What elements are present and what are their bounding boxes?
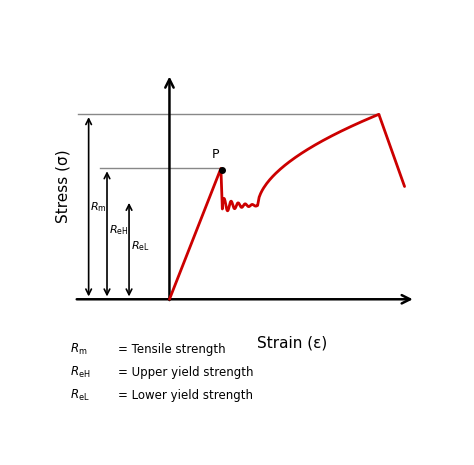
Text: = Upper yield strength: = Upper yield strength — [118, 366, 254, 379]
Text: $R_\mathrm{eL}$: $R_\mathrm{eL}$ — [131, 239, 150, 253]
Text: $R_\mathrm{m}$: $R_\mathrm{m}$ — [91, 200, 107, 214]
Text: $R_\mathrm{eL}$: $R_\mathrm{eL}$ — [70, 388, 90, 404]
Text: $R_\mathrm{eH}$: $R_\mathrm{eH}$ — [70, 365, 91, 380]
Text: P: P — [211, 147, 219, 160]
Text: Strain (ε): Strain (ε) — [257, 335, 328, 350]
Text: $R_\mathrm{eH}$: $R_\mathrm{eH}$ — [109, 223, 128, 237]
Text: = Tensile strength: = Tensile strength — [118, 343, 226, 356]
Text: $R_\mathrm{m}$: $R_\mathrm{m}$ — [70, 342, 88, 357]
Text: = Lower yield strength: = Lower yield strength — [118, 390, 253, 402]
Text: Stress (σ): Stress (σ) — [55, 150, 71, 223]
